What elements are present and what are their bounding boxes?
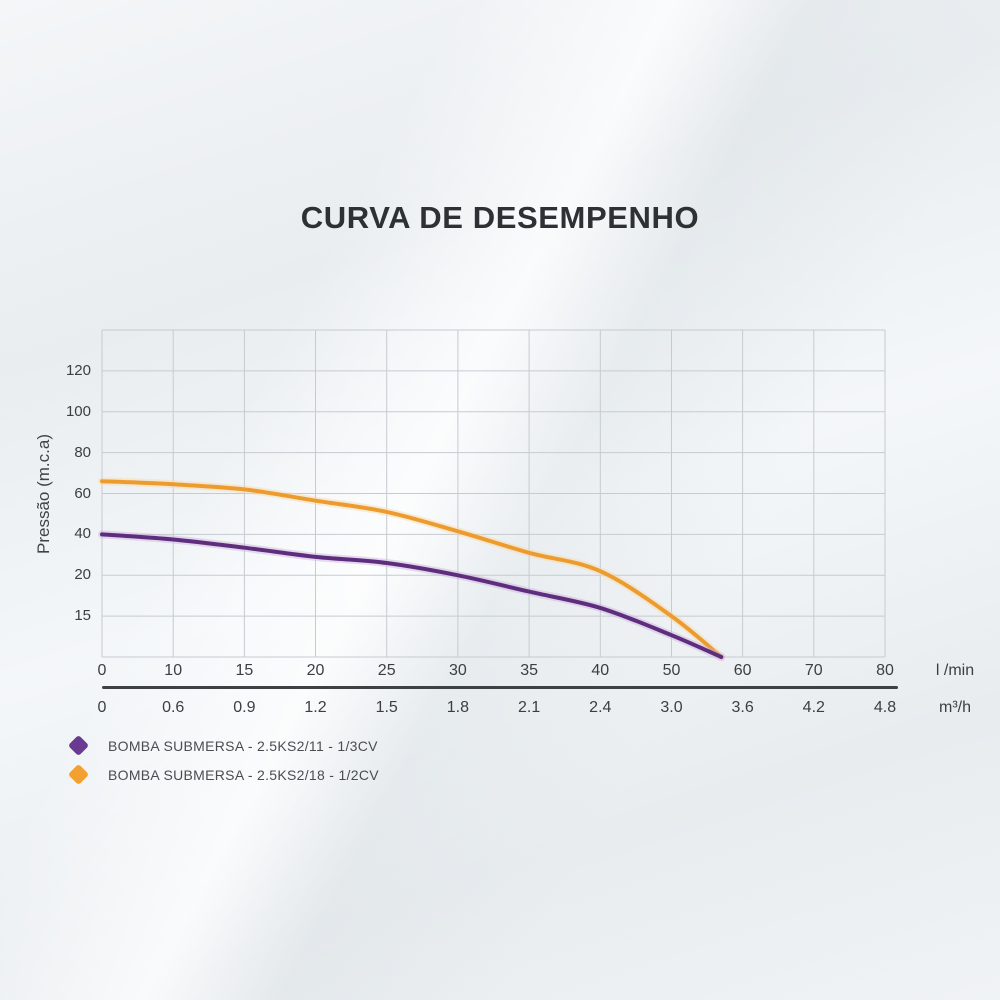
legend-item: BOMBA SUBMERSA - 2.5KS2/18 - 1/2CV: [64, 760, 379, 789]
x-axis-tick-labels-lmin: 0 10 15 20 25 30 35 40 50 60 70 80: [98, 661, 894, 681]
x-axis-unit-m3h: m³/h: [939, 699, 971, 716]
y-axis-tick-labels: 120 100 80 60 40 20 15: [0, 330, 91, 657]
x-tick-label-m3h: 2.4: [589, 699, 612, 716]
x-tick-label-lmin: 40: [591, 662, 610, 679]
x-tick-label-m3h: 1.2: [304, 699, 327, 716]
x-tick-label-m3h: 0.9: [233, 699, 256, 716]
x-tick-label-m3h: 4.2: [802, 699, 825, 716]
performance-chart: [98, 329, 886, 661]
x-tick-label-m3h: 3.0: [660, 699, 683, 716]
curve-bomba-submersa-2-5ks2-11-1-3cv: [100, 532, 724, 659]
legend-label: BOMBA SUBMERSA - 2.5KS2/18 - 1/2CV: [108, 766, 379, 783]
page-title: CURVA DE DESEMPENHO: [300, 200, 700, 235]
curve-bomba-submersa-2-5ks2-11-1-3cv: [98, 530, 726, 661]
x-tick-label-lmin: 20: [306, 662, 325, 679]
x-tick-label-m3h: 0.6: [162, 699, 185, 716]
y-tick-label: 40: [74, 525, 91, 543]
x-tick-label-lmin: 35: [520, 662, 538, 679]
y-tick-label: 60: [74, 484, 91, 502]
x-tick-label-m3h: 0: [97, 699, 107, 716]
purple-diamond-icon: [67, 734, 89, 757]
x-tick-label-m3h: 1.5: [375, 699, 398, 716]
x-tick-label-lmin: 15: [235, 662, 254, 679]
x-axis-tick-labels-m3h: 0 0.6 0.9 1.2 1.5 1.8 2.1 2.4 3.0 3.6 4.2 4.8: [98, 698, 897, 718]
x-tick-label-m3h: 2.1: [517, 699, 541, 716]
legend: BOMBA SUBMERSA - 2.5KS2/11 - 1/3CV BOMBA…: [64, 731, 379, 789]
x-tick-label-m3h: 1.8: [446, 699, 470, 716]
x-axis-unit-lmin: l /min: [935, 662, 975, 679]
x-tick-label-lmin: 10: [164, 662, 183, 679]
x-tick-label-lmin: 60: [733, 662, 752, 679]
x-tick-label-lmin: 50: [662, 662, 681, 679]
pump-curves: [98, 477, 726, 661]
y-tick-label: 80: [74, 443, 91, 461]
y-tick-label: 120: [65, 361, 91, 379]
orange-diamond-icon: [67, 763, 89, 786]
legend-item: BOMBA SUBMERSA - 2.5KS2/11 - 1/3CV: [64, 731, 379, 760]
y-tick-label: 100: [65, 402, 91, 420]
x-tick-label-lmin: 70: [804, 662, 823, 679]
curve-bomba-submersa-2-5ks2-18-1-2cv: [100, 479, 724, 659]
legend-label: BOMBA SUBMERSA - 2.5KS2/11 - 1/3CV: [108, 737, 378, 754]
x-tick-label-lmin: 30: [448, 662, 467, 679]
y-tick-label: 20: [74, 566, 91, 584]
x-tick-label-m3h: 3.6: [731, 699, 754, 716]
x-tick-label-lmin: 25: [377, 662, 396, 679]
y-tick-label: 15: [74, 607, 91, 625]
x-tick-label-m3h: 4.8: [873, 699, 897, 716]
axis-divider-line: [102, 686, 898, 689]
x-tick-label-lmin: 80: [876, 662, 894, 679]
x-tick-label-lmin: 0: [97, 662, 107, 679]
grid-lines: [101, 329, 886, 658]
